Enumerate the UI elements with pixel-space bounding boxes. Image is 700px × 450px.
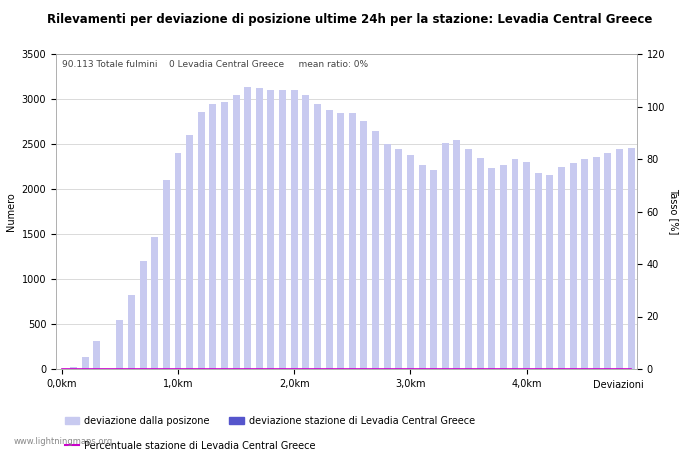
Bar (140, 261, 146, 369)
Bar (477, 158, 484, 369)
Bar (256, 88, 262, 369)
Bar (372, 130, 379, 369)
Bar (407, 155, 414, 369)
Bar (605, 153, 611, 369)
Text: Deviazioni: Deviazioni (594, 380, 644, 390)
Bar (593, 157, 600, 369)
Bar (232, 94, 239, 369)
Bar (523, 162, 530, 369)
Bar (360, 121, 368, 369)
Bar (465, 149, 472, 369)
Bar (558, 167, 565, 369)
Y-axis label: Numero: Numero (6, 192, 16, 231)
Bar (244, 87, 251, 369)
Bar (535, 173, 542, 369)
Bar (128, 295, 135, 369)
Bar (570, 163, 577, 369)
Bar (163, 180, 170, 369)
Bar (116, 320, 123, 369)
Bar (198, 112, 204, 369)
Bar (337, 113, 344, 369)
Bar (174, 153, 181, 369)
Bar (314, 104, 321, 369)
Bar (628, 148, 635, 369)
Text: 90.113 Totale fulmini    0 Levadia Central Greece     mean ratio: 0%: 90.113 Totale fulmini 0 Levadia Central … (62, 60, 368, 69)
Bar (349, 112, 356, 369)
Bar (279, 90, 286, 369)
Bar (442, 143, 449, 369)
Text: www.lightningmaps.org: www.lightningmaps.org (14, 436, 113, 446)
Bar (221, 102, 228, 369)
Bar (82, 357, 88, 369)
Bar (430, 170, 437, 369)
Bar (267, 90, 274, 369)
Bar (70, 367, 77, 369)
Bar (93, 341, 100, 369)
Text: Rilevamenti per deviazione di posizione ultime 24h per la stazione: Levadia Cent: Rilevamenti per deviazione di posizione … (48, 14, 652, 27)
Bar (489, 168, 495, 369)
Bar (419, 165, 426, 369)
Y-axis label: Tasso [%]: Tasso [%] (669, 188, 679, 235)
Bar (209, 104, 216, 369)
Bar (384, 144, 391, 369)
Bar (290, 90, 298, 369)
Bar (616, 149, 623, 369)
Bar (581, 159, 588, 369)
Bar (500, 165, 507, 369)
Bar (186, 135, 193, 369)
Legend: Percentuale stazione di Levadia Central Greece: Percentuale stazione di Levadia Central … (61, 437, 320, 450)
Bar (326, 110, 332, 369)
Bar (302, 94, 309, 369)
Bar (395, 149, 402, 369)
Bar (512, 159, 519, 369)
Bar (151, 237, 158, 369)
Bar (454, 140, 461, 369)
Bar (547, 175, 553, 369)
